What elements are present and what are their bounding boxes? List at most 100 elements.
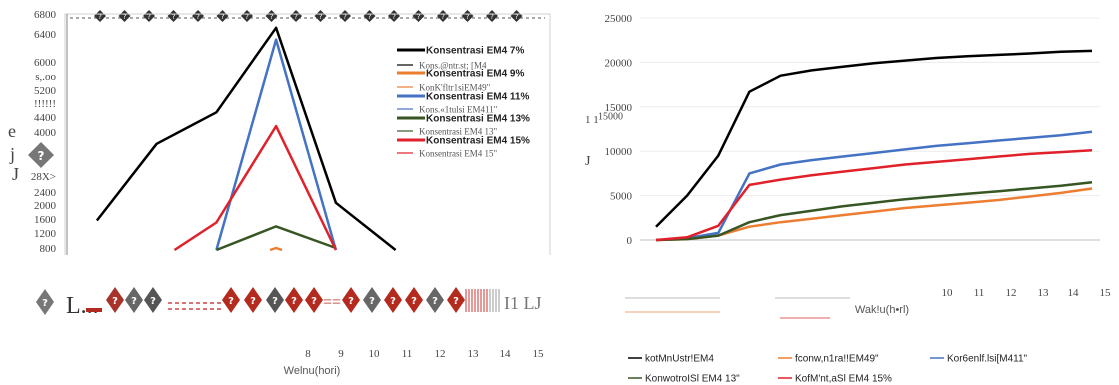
top-glyph: ?	[437, 10, 449, 22]
top-glyph: ?	[314, 10, 327, 22]
svg-text:?: ?	[515, 13, 519, 21]
left-y-tick-label: 2400	[34, 187, 57, 199]
top-glyph: ?	[388, 10, 400, 22]
bottom-glyph: ?	[384, 287, 402, 313]
bottom-glyph: ?	[106, 287, 124, 313]
y-side-letter-j2: J	[12, 164, 19, 184]
y-side-letter-j: j	[9, 144, 15, 164]
right-x-tick-label: 10	[942, 287, 954, 299]
svg-text:?: ?	[291, 296, 297, 307]
right-x-tick-label: 13	[1038, 287, 1050, 299]
left-x-tick-label: 10	[369, 348, 381, 360]
bottom-glyph: ?	[405, 287, 423, 313]
right-y-tick-label: 15000	[605, 102, 633, 114]
bottom-mask	[62, 255, 552, 277]
right-y-tick-ghost: 15000	[598, 112, 623, 123]
svg-text:?: ?	[172, 13, 176, 21]
svg-text:?: ?	[294, 13, 298, 21]
svg-text:?: ?	[221, 13, 225, 21]
top-glyph: ?	[486, 10, 498, 22]
bottom-glyph: ?	[342, 287, 360, 313]
bottom-glyph: ?	[266, 287, 284, 313]
left-y-tick-label: 800	[40, 243, 57, 255]
svg-text:?: ?	[417, 13, 421, 21]
left-legend-label: Konsentrasi EM4 13%	[426, 114, 530, 125]
right-x-tick-label: 15	[1100, 287, 1112, 299]
top-glyph: ?	[216, 10, 229, 22]
left-x-tick-label: 11	[402, 348, 413, 360]
right-series-line	[655, 149, 1093, 242]
left-x-tick-label: 15	[533, 348, 545, 360]
svg-text:?: ?	[98, 13, 102, 21]
bottom-glyph: ?	[426, 287, 444, 313]
svg-text:?: ?	[319, 13, 323, 21]
right-series-line	[655, 181, 1093, 242]
bottom-glyph: ?	[285, 287, 303, 313]
svg-text:?: ?	[196, 13, 200, 21]
left-x-tick-label: 8	[305, 348, 311, 360]
left-legend-label: Konsentrasi EM4 13"	[419, 127, 497, 137]
left-y-tick-label: 2000	[34, 200, 57, 212]
bottom-glyph-gray: ?	[36, 289, 54, 315]
left-x-tick-label: 14	[500, 348, 512, 360]
top-glyph: ?	[143, 10, 155, 22]
right-y-axis-title: J	[585, 154, 591, 169]
left-series-line	[215, 38, 338, 251]
bottom-red-dash	[86, 308, 102, 312]
right-legend: kotMnUstr!EM4 fconw,n1ra!!EM49" Kor6enlf.l…	[628, 354, 1028, 385]
svg-text:?: ?	[272, 296, 278, 307]
bottom-glyph-row: ? L...???????? ==?????? I1 LJ	[36, 255, 552, 319]
left-legend-label: Konsentrasi EM4 7%	[426, 46, 524, 57]
svg-text:?: ?	[150, 296, 156, 307]
bottom-glyph: ?	[144, 287, 162, 313]
left-legend-label: Konsentrasi EM4 9%	[426, 69, 524, 80]
top-glyph: ?	[412, 10, 425, 22]
left-x-tick-label: 12	[435, 348, 446, 360]
top-glyph: ?	[118, 10, 131, 22]
bottom-glyph: ?	[125, 287, 143, 313]
left-legend: Konsentrasi EM4 7%Kons.@ntr.st; [M4Konse…	[397, 46, 530, 159]
left-series-line	[215, 225, 337, 252]
svg-text:?: ?	[453, 296, 459, 307]
right-y-tick-label: 25000	[605, 13, 633, 25]
top-glyph: ?	[167, 10, 180, 22]
svg-text:?: ?	[270, 13, 274, 21]
right-y-tick-label: 0	[627, 235, 633, 247]
right-legend-label: KofM'nt,aSl EM4 15%	[795, 374, 892, 385]
svg-text:?: ?	[490, 13, 494, 21]
top-glyph: ?	[363, 10, 376, 22]
svg-text:?: ?	[42, 298, 48, 309]
svg-text:?: ?	[392, 13, 396, 21]
bottom-glyph: ?	[244, 287, 262, 313]
svg-text:?: ?	[112, 296, 118, 307]
top-glyph: ?	[461, 10, 474, 22]
left-x-tick-label: 13	[468, 348, 480, 360]
bottom-garbled-letter: L...	[66, 293, 99, 319]
svg-text:?: ?	[466, 13, 470, 21]
right-y-tick-label: 10000	[605, 146, 633, 158]
svg-text:?: ?	[38, 149, 45, 163]
svg-text:?: ?	[228, 296, 234, 307]
right-chart-panel: 25000 20000 15000 10000 5000 0 15000 J 1 1 10 1…	[585, 0, 1119, 385]
right-legend-label: KonwotroISl EM4 13"	[645, 374, 740, 385]
svg-text:?: ?	[390, 296, 396, 307]
top-glyph: ?	[241, 10, 253, 22]
left-y-tick-label: s,.oo	[35, 71, 56, 83]
bottom-glyph: ?	[363, 287, 381, 313]
right-series-line	[655, 49, 1093, 228]
top-glyph: ?	[339, 10, 351, 22]
left-y-tick-label: 4000	[34, 127, 57, 139]
svg-text:?: ?	[411, 296, 417, 307]
left-series-line	[95, 26, 397, 251]
faded-under-axis-marks	[625, 297, 850, 319]
left-y-tick-label: 6000	[34, 57, 57, 69]
left-y-tick-label: 4400	[34, 112, 57, 124]
svg-text:?: ?	[245, 13, 249, 21]
top-glyph: ?	[192, 10, 204, 22]
bottom-equals-mark: ==	[323, 294, 341, 311]
bottom-garbled-tail: I1 LJ	[504, 293, 542, 313]
bottom-glyph: ?	[305, 287, 323, 313]
svg-text:?: ?	[311, 296, 317, 307]
left-y-tick-label: !!!!!!	[34, 98, 56, 110]
left-y-tick-label: 6800	[34, 9, 57, 21]
